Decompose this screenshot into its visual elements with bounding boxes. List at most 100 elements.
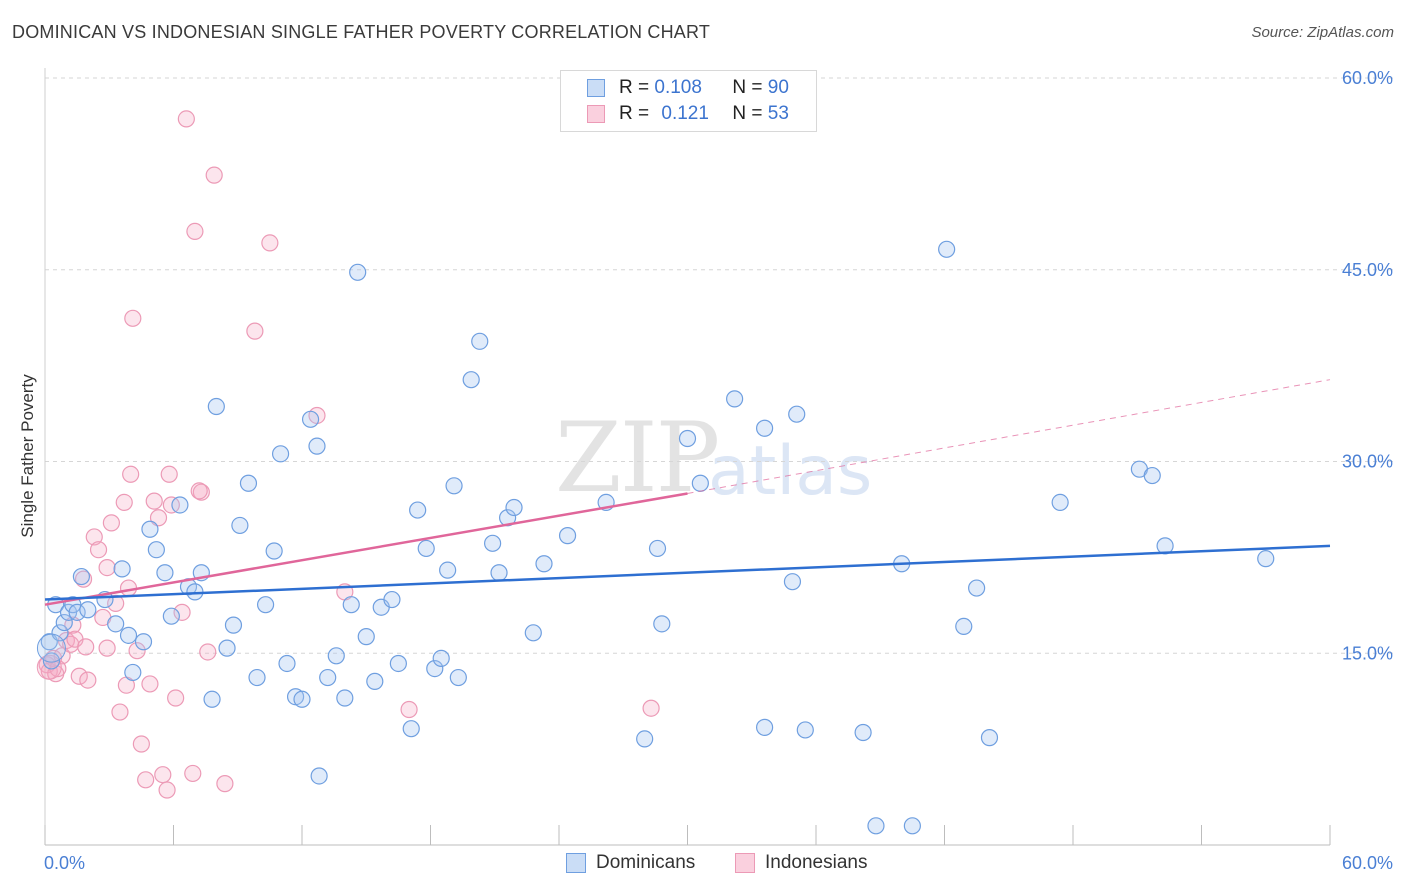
dominicans-point [471,332,489,350]
dominicans-trend-line [44,544,1331,601]
indonesians-point [205,166,223,184]
dominicans-point [439,561,457,579]
dominicans-point [119,626,138,644]
dominicans-point [426,659,444,678]
indonesians-point [216,775,234,793]
indonesians-point [642,699,660,717]
indonesians-point [199,643,217,661]
dominicans-point [783,573,802,591]
source-label: Source: ZipAtlas.com [1251,24,1394,41]
dominicans-point [755,718,774,736]
indonesians-point [102,514,120,532]
dominicans-point [462,371,480,389]
legend-r-label: R = [619,103,655,124]
dominicans-point [231,516,249,535]
dominicans-point [484,534,502,552]
indonesians-point [173,603,191,621]
legend-swatch-blue [587,79,605,97]
dominicans-point [955,617,973,636]
dominicans-point [248,668,266,687]
bottom-legend-label: Indonesians [765,852,868,873]
dominicans-point [432,649,450,667]
dominicans-point [336,689,354,707]
dominicans-cluster-point [36,633,66,663]
indonesians-point [98,559,116,577]
dominicans-point [854,723,872,742]
dominicans-point [134,633,153,651]
dominicans-point [256,596,275,614]
indonesians-point [190,482,208,500]
dominicans-point [505,498,523,517]
dominicans-point [449,668,467,687]
indonesians-point [111,703,129,721]
bottom-legend-dominicans[interactable]: Dominicans [566,852,695,874]
dominicans-point [389,654,407,673]
x-tick-label: 0.0% [44,853,85,873]
legend-r-value: 0.121 [661,103,709,124]
grid-lines [45,77,1395,654]
dominicans-point [162,607,180,625]
indonesians-point [98,639,116,657]
dominicans-point [79,601,97,619]
tick-labels: 15.0% 30.0% 45.0% 60.0% 0.0% 60.0% [44,68,1393,873]
dominicans-point [678,429,697,448]
indonesians-point [158,781,176,799]
indonesians-point [132,735,150,753]
indonesians-point [246,322,264,340]
dominicans-point [691,474,709,492]
dominicans-point [342,596,360,614]
indonesians-point [74,570,93,588]
dominicans-point [156,564,174,582]
dominicans-point [636,730,654,748]
bottom-legend-label: Dominicans [596,852,696,873]
dominicans-point [409,501,427,519]
indonesians-point [70,667,88,685]
dominicans-point [417,539,435,558]
chart-title: DOMINICAN VS INDONESIAN SINGLE FATHER PO… [12,22,711,42]
dominicans-point [648,539,667,558]
dominicans-point [271,445,290,463]
indonesians-point [145,492,163,510]
indonesians-point [154,766,172,784]
bottom-swatch-blue [566,853,586,873]
dominicans-point [524,624,542,642]
indonesians-points [36,110,660,799]
dominicans-point [726,390,744,408]
dominicans-point [308,437,326,455]
dominicans-point [207,397,225,416]
legend-n-value: 90 [767,77,789,98]
bottom-legend-indonesians[interactable]: Indonesians [735,852,867,874]
dominicans-point [51,624,69,642]
bottom-swatch-pink [735,853,755,873]
dominicans-point [938,240,956,258]
dominicans-point [867,817,885,835]
dominicans-point [72,567,91,586]
dominicans-point [55,613,73,632]
legend-n-value: 53 [767,103,789,124]
dominicans-point [113,560,131,578]
indonesians-point [77,638,95,656]
dominicans-point [653,615,671,633]
dominicans-point [980,729,999,747]
dominicans-point [68,603,86,621]
indonesians-point [186,222,204,240]
dominicans-point [239,474,258,492]
dominicans-point [903,817,921,835]
dominicans-point [147,541,165,559]
dominicans-point [558,527,577,545]
indonesians-point [261,234,279,252]
dominicans-point [218,639,236,657]
indonesians-point [128,642,146,660]
legend-swatch-pink [587,105,605,123]
dominicans-point [788,405,806,423]
dominicans-point [224,616,243,634]
watermark-atlas: atlas [708,432,873,511]
dominicans-point [1143,466,1161,485]
y-tick-label: 45.0% [1342,260,1393,280]
dominicans-point [107,615,125,633]
legend-row-dominicans: R = 0.108 N = 90 [587,76,789,100]
y-tick-label: 15.0% [1342,643,1393,663]
dominicans-point [349,263,367,281]
dominicans-point [278,654,296,673]
indonesians-point [137,771,155,789]
